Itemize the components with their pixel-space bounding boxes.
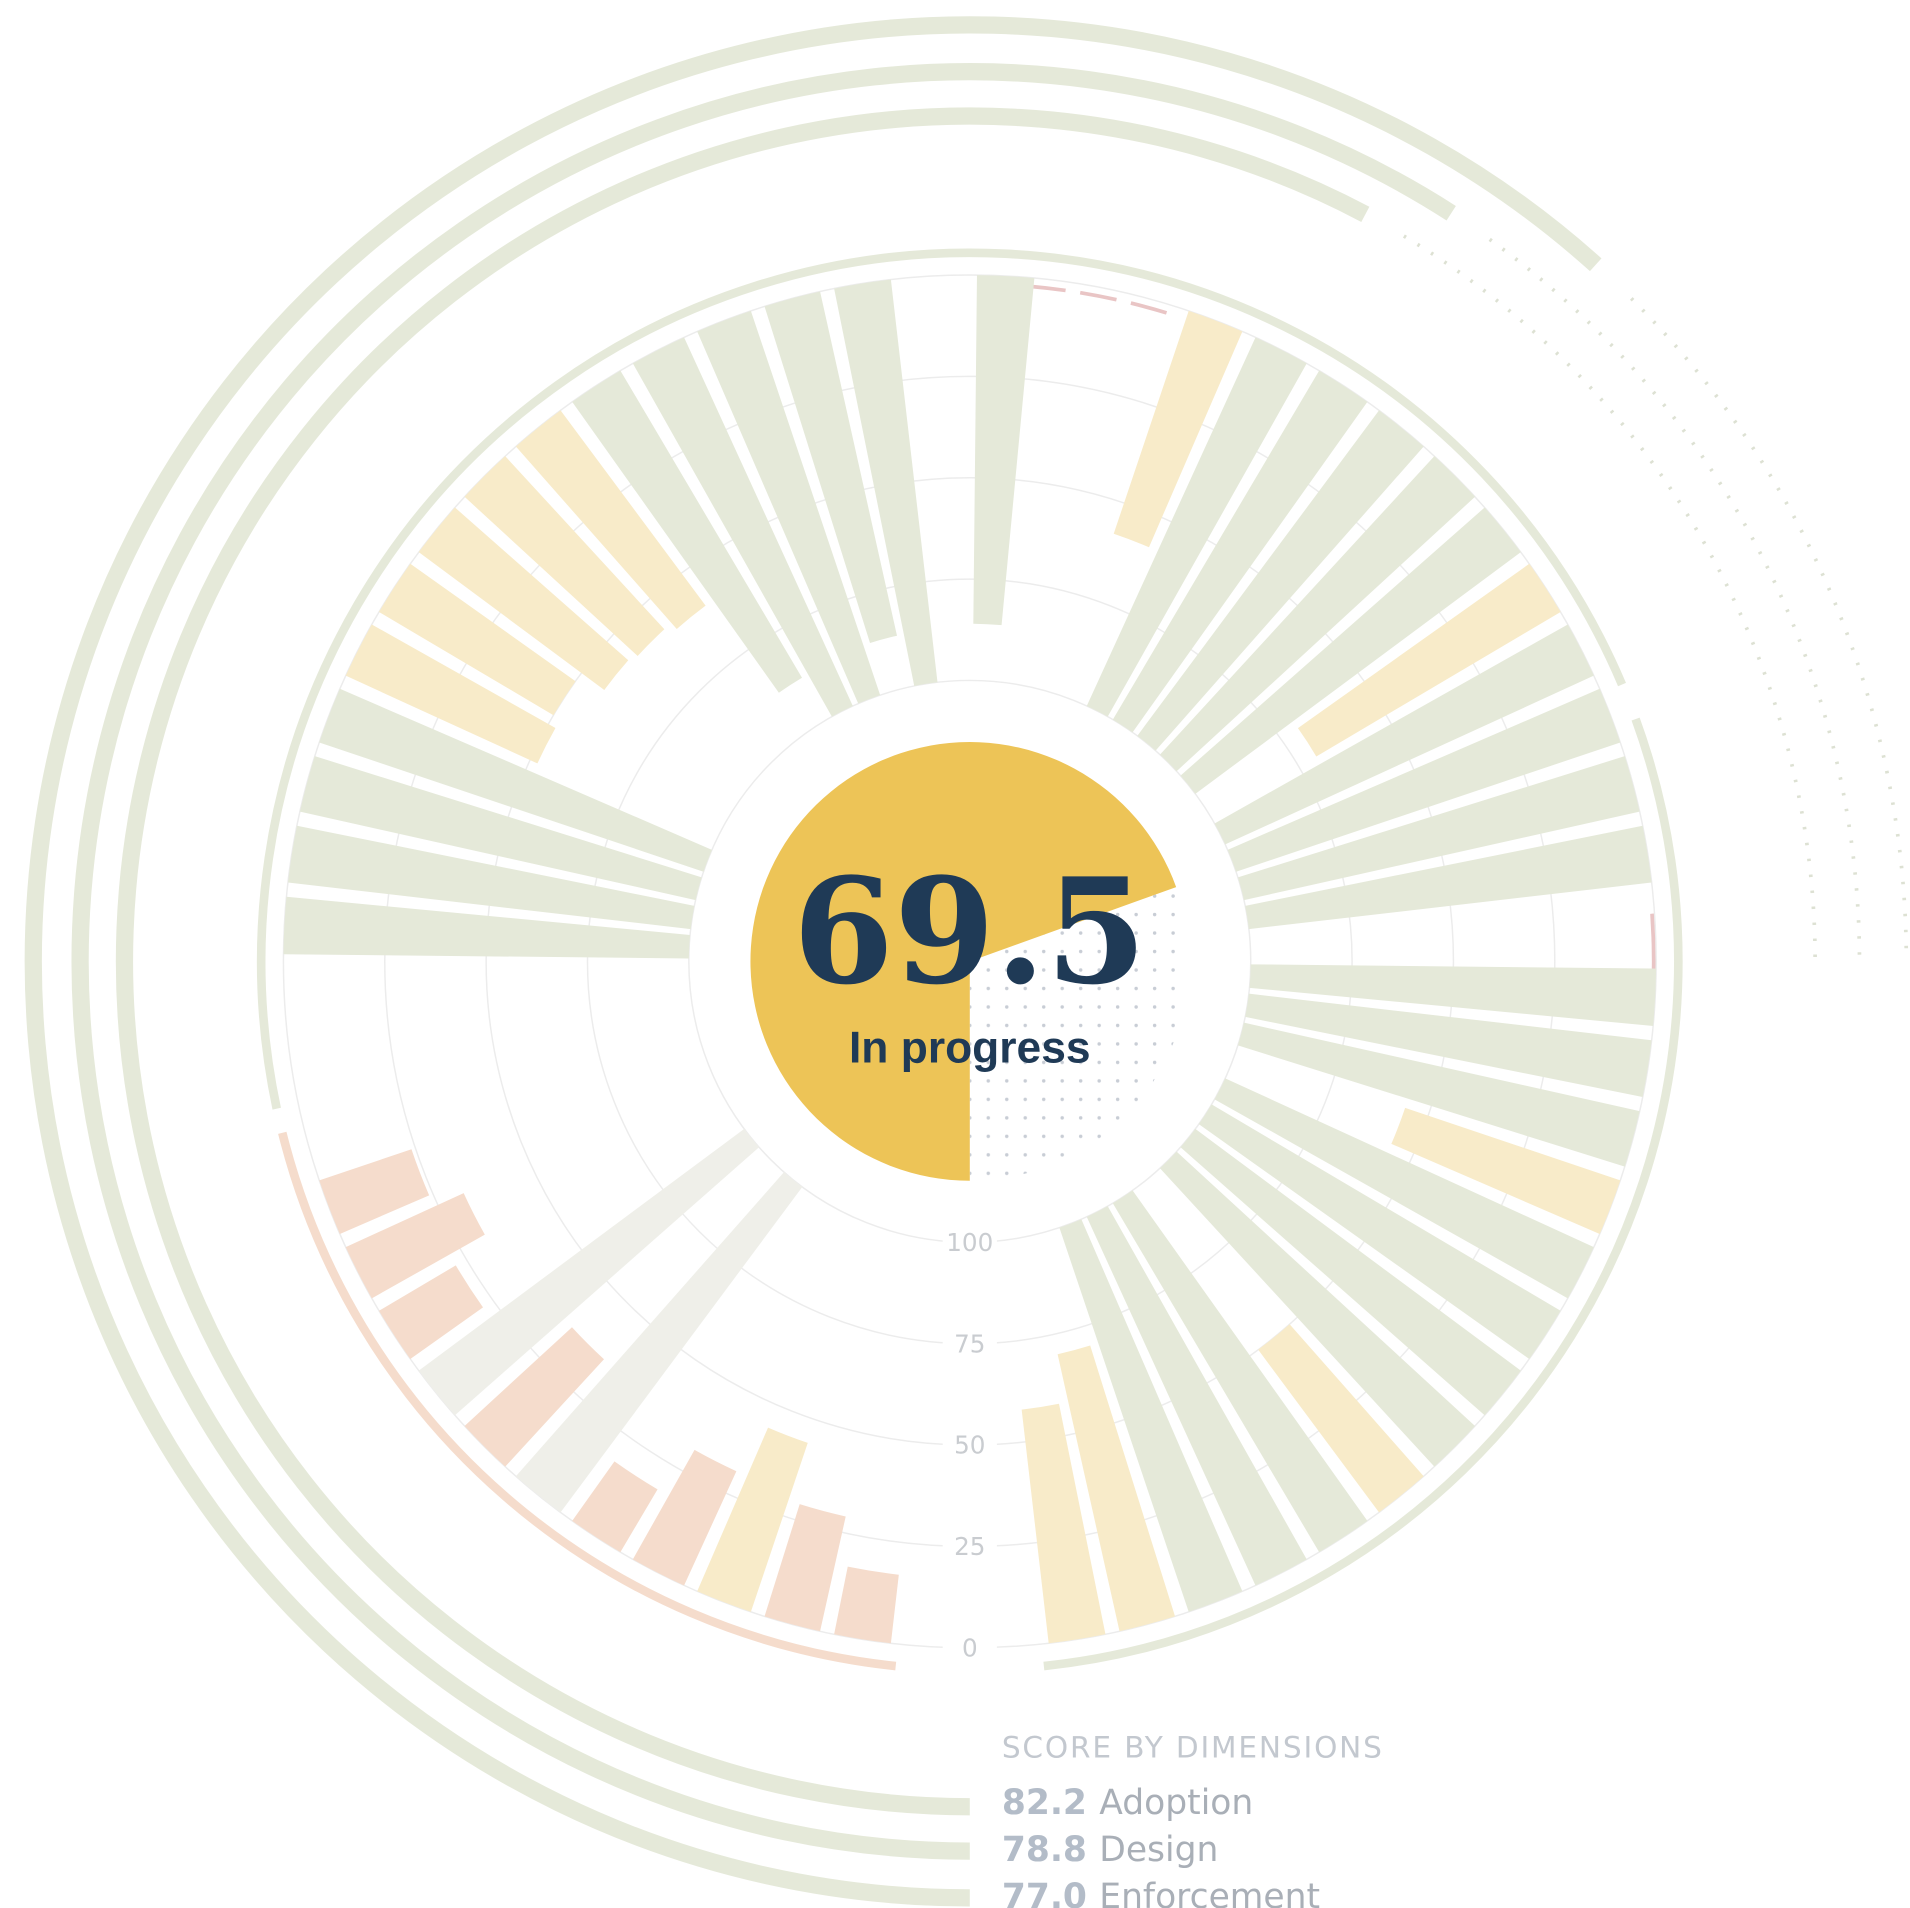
r-tick-label: 25	[954, 1532, 985, 1561]
tick-label-bg	[942, 1427, 997, 1463]
tick-label-bg	[942, 1225, 997, 1260]
bar	[379, 563, 576, 716]
bar	[1237, 1022, 1640, 1167]
bar	[764, 291, 898, 644]
dimension-arc	[115, 107, 1370, 1816]
legend-value: 82.2	[1002, 1783, 1087, 1823]
bar	[1159, 1151, 1476, 1467]
bar	[418, 507, 629, 690]
bar	[1021, 1403, 1106, 1644]
bar	[1180, 1128, 1521, 1416]
bar	[1297, 563, 1561, 757]
bar	[834, 1566, 899, 1644]
bar	[764, 1504, 846, 1632]
legend-name: Design	[1099, 1830, 1218, 1870]
bar	[287, 825, 695, 930]
status-label: In progress	[849, 1023, 1091, 1072]
bar	[1059, 1219, 1243, 1612]
group-ring	[278, 1131, 897, 1671]
legend-entry: 82.2 Adoption	[1002, 1783, 1253, 1823]
bar	[319, 688, 712, 872]
r-tick-label: 0	[962, 1633, 978, 1662]
bar	[697, 310, 881, 704]
bar	[1227, 688, 1621, 872]
legend-entry: 77.0 Enforcement	[1002, 1877, 1320, 1908]
bar	[464, 456, 665, 656]
legend-value: 78.8	[1002, 1830, 1087, 1870]
bar	[1198, 1104, 1561, 1359]
r-tick-label: 100	[946, 1228, 993, 1257]
tick-label-bg	[942, 1630, 997, 1666]
bar	[834, 279, 938, 686]
bar	[697, 1427, 808, 1612]
bar	[464, 1327, 604, 1467]
bar	[1249, 964, 1657, 1026]
bar	[1086, 1206, 1307, 1586]
bar	[632, 337, 853, 717]
bar	[283, 896, 691, 959]
bar	[1180, 507, 1521, 794]
legend-title: SCORE BY DIMENSIONS	[1002, 1730, 1384, 1764]
bar	[515, 410, 706, 630]
bar	[1245, 993, 1652, 1098]
bar	[1057, 1345, 1176, 1632]
bar	[299, 756, 702, 901]
tick-label-bg	[942, 1326, 997, 1361]
legend-name: Enforcement	[1099, 1877, 1320, 1908]
bar	[418, 1128, 760, 1416]
remaining-dots	[969, 887, 1190, 1181]
bar	[572, 370, 803, 693]
bar	[572, 1461, 658, 1553]
dimension-track	[1402, 234, 1817, 962]
dimension-arc	[24, 16, 1602, 1907]
bar	[1112, 1190, 1368, 1553]
bar	[1245, 825, 1652, 930]
r-tick-label: 75	[954, 1329, 985, 1358]
legend-entry: 78.8 Design	[1002, 1830, 1219, 1870]
group-ring	[256, 248, 1626, 1110]
bar	[1237, 756, 1640, 901]
bar	[1137, 410, 1424, 751]
bar	[973, 275, 1035, 626]
bar	[345, 1193, 485, 1299]
bar	[632, 1449, 737, 1586]
bar	[1113, 310, 1243, 548]
marker-dash	[1028, 284, 1180, 319]
legend-value: 77.0	[1002, 1877, 1087, 1908]
bar	[379, 1265, 484, 1359]
score-value: 69.5	[793, 846, 1147, 1017]
bar	[1214, 624, 1594, 845]
tick-label-bg	[942, 1529, 997, 1564]
bar	[1258, 1324, 1424, 1513]
bar	[1391, 1107, 1621, 1234]
bar	[515, 1172, 803, 1513]
bar	[1214, 1078, 1594, 1299]
bar	[1086, 337, 1307, 717]
legend-name: Adoption	[1099, 1783, 1253, 1823]
group-ring	[1043, 717, 1683, 1671]
score-pie	[750, 742, 1177, 1181]
bar	[1112, 370, 1368, 733]
dimension-arc	[71, 63, 1456, 1860]
bar	[345, 624, 556, 764]
bar	[1159, 456, 1476, 772]
r-tick-label: 50	[954, 1431, 985, 1460]
bar	[319, 1149, 430, 1234]
